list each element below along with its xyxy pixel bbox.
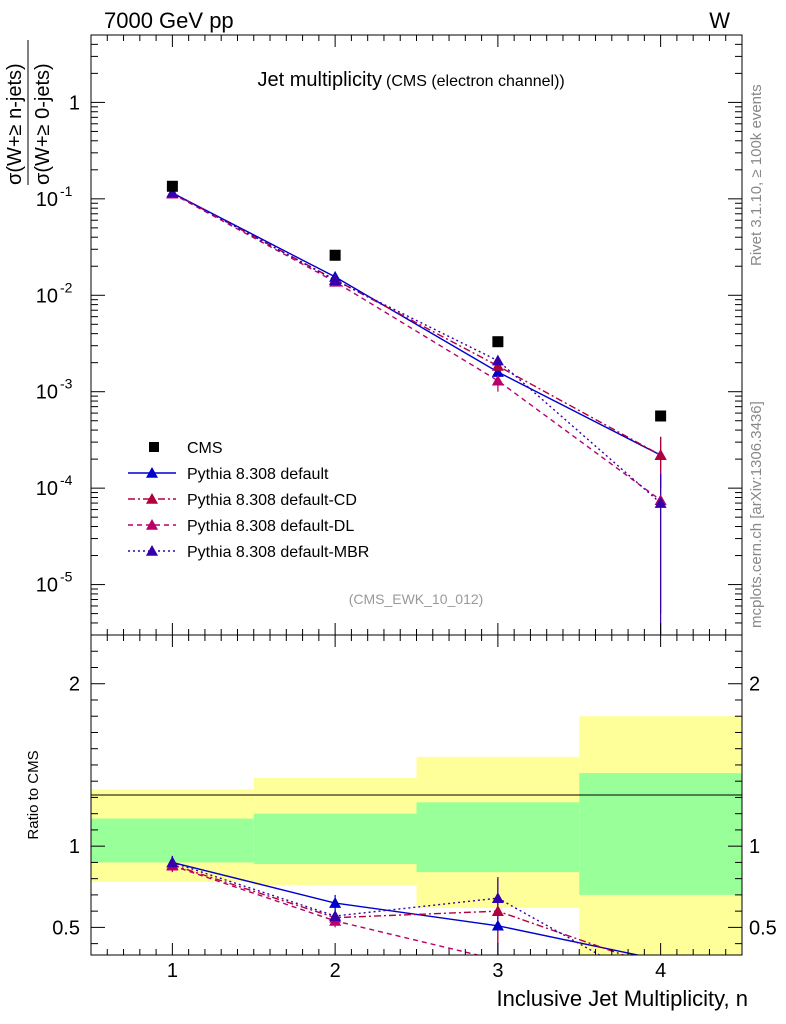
y-tick-label: 0.5 [52, 917, 80, 939]
y-tick-label-exponent: -4 [60, 472, 73, 488]
legend: CMS Pythia 8.308 default Pythia 8.308 defa… [128, 440, 369, 561]
ratio-frame [90, 634, 743, 956]
legend-marker [146, 545, 158, 556]
y-tick-label: 10 [36, 382, 58, 404]
data-point [492, 336, 504, 348]
y-tick-label-exponent: -3 [60, 376, 73, 392]
x-tick-label: 4 [655, 960, 666, 982]
series-point [491, 354, 504, 366]
legend-marker [149, 442, 159, 452]
watermark-label: (CMS_EWK_10_012) [349, 591, 484, 607]
ratio-series-point [491, 919, 504, 931]
energy-label: 7000 GeV pp [104, 8, 234, 33]
ratio-y-axis-label: Ratio to CMS [25, 750, 42, 839]
y-tick-label: 1 [69, 836, 80, 858]
y-label-numerator: σ(W+≥ n-jets) [4, 63, 26, 185]
legend-label: Pythia 8.308 default-CD [187, 492, 357, 509]
uncertainty-band-inner [253, 813, 417, 865]
legend-marker [146, 467, 158, 478]
series-point [654, 449, 667, 460]
x-tick-label: 2 [330, 960, 341, 982]
y-tick-label-exponent: -2 [60, 279, 73, 295]
ratio-series-point [491, 892, 504, 903]
y-tick-label-exponent: -5 [60, 569, 73, 585]
y-tick-label: 2 [749, 674, 760, 696]
ratio-series-line [172, 864, 626, 955]
y-tick-label: 10 [36, 575, 58, 597]
ratio-series-point [491, 905, 504, 916]
y-tick-label: 10 [36, 285, 58, 307]
legend-label: Pythia 8.308 default [187, 466, 329, 483]
series-point [491, 366, 504, 377]
ratio-series-line [172, 861, 641, 955]
y-tick-label: 0.5 [749, 917, 777, 939]
legend-label: CMS [187, 440, 223, 457]
ratio-panel: 0.5 0.5 1 1 2 2 Ratio to CMS [25, 634, 777, 956]
ratio-series-line [172, 861, 602, 955]
legend-label: Pythia 8.308 default-MBR [187, 544, 369, 561]
y-label-denominator: σ(W+≥ 0-jets) [32, 63, 54, 185]
ratio-series-point [329, 897, 342, 908]
data-point [655, 410, 667, 422]
y-tick-label: 1 [749, 836, 760, 858]
y-tick-label: 10 [36, 478, 58, 500]
x-tick-label: 1 [167, 960, 178, 982]
x-tick-label: 3 [492, 960, 503, 982]
y-tick-label-exponent: -1 [60, 183, 73, 199]
y-tick-label: 1 [69, 92, 80, 114]
series-point [654, 497, 667, 508]
x-axis-label: Inclusive Jet Multiplicity, n [497, 986, 748, 1011]
series-point [166, 186, 179, 198]
series-point [329, 274, 342, 286]
uncertainty-band-inner [91, 818, 254, 863]
series-point [491, 374, 504, 386]
legend-marker [146, 519, 158, 530]
main-title: Jet multiplicity [258, 69, 382, 91]
mcplots-label: mcplots.cern.ch [arXiv:1306.3436] [748, 401, 765, 628]
series-line [172, 193, 662, 501]
legend-marker [146, 493, 158, 504]
legend-label: Pythia 8.308 default-DL [187, 518, 354, 535]
y-tick-label: 2 [69, 674, 80, 696]
ratio-series-point [166, 856, 179, 868]
series-line [172, 192, 661, 456]
series-line [172, 192, 662, 504]
series-line [172, 192, 661, 456]
process-label: W [709, 8, 730, 33]
data-point [329, 249, 341, 261]
uncertainty-band-inner [416, 802, 580, 873]
rivet-label: Rivet 3.1.10, ≥ 100k events [748, 84, 765, 266]
main-panel: Jet multiplicity (CMS (electron channel)… [36, 34, 743, 636]
main-y-axis-label: σ(W+≥ n-jets) σ(W+≥ 0-jets) [4, 40, 54, 185]
y-tick-label: 10 [36, 189, 58, 211]
data-point [166, 180, 178, 192]
ratio-series-line [172, 864, 481, 955]
ratio-series-point [329, 910, 342, 921]
main-subtitle: (CMS (electron channel)) [386, 73, 565, 90]
uncertainty-band-inner [579, 773, 742, 895]
